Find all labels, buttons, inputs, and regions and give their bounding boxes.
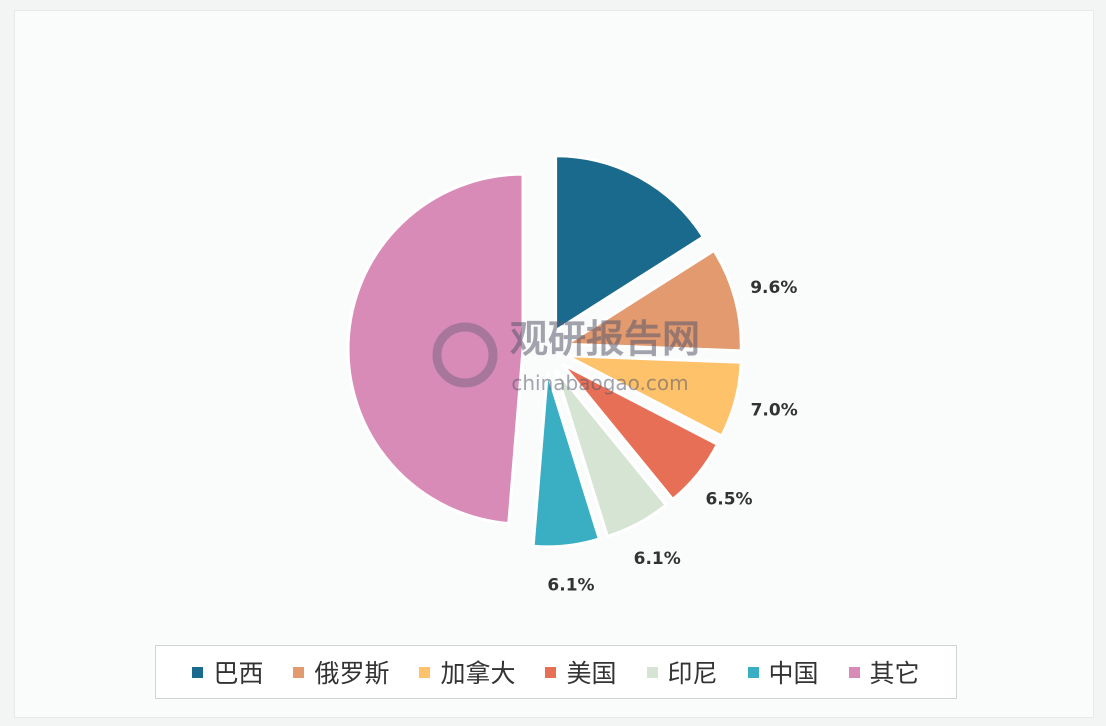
- legend-swatch: [646, 666, 658, 678]
- legend-label: 其它: [869, 659, 920, 688]
- legend-swatch: [747, 666, 759, 678]
- legend-label: 巴西: [213, 659, 264, 688]
- legend-swatch: [293, 666, 305, 678]
- pie-slice-2: [565, 354, 743, 439]
- legend-label: 中国: [768, 659, 819, 688]
- data-label: 9.6%: [750, 278, 797, 298]
- legend-item: 美国: [545, 654, 617, 690]
- data-label: 6.1%: [547, 576, 594, 596]
- pie-slice-6: [346, 172, 525, 526]
- legend-swatch: [419, 666, 431, 678]
- legend-label: 美国: [566, 659, 617, 688]
- legend-label: 印尼: [667, 659, 718, 688]
- legend-item: 加拿大: [419, 654, 515, 690]
- data-label: 6.5%: [705, 489, 752, 509]
- pie-slice-3: [560, 362, 720, 502]
- pie-slice-0: [554, 154, 706, 334]
- watermark-name: 观研报告网: [510, 317, 700, 361]
- pie-slice-5: [531, 371, 602, 549]
- legend: 巴西 俄罗斯 加拿大 美国 印尼 中国 其它: [155, 645, 957, 699]
- legend-swatch: [192, 666, 204, 678]
- legend-swatch: [848, 666, 860, 678]
- legend-label: 俄罗斯: [314, 659, 390, 688]
- legend-swatch: [545, 666, 557, 678]
- legend-item: 俄罗斯: [293, 654, 389, 690]
- data-label: 7.0%: [751, 400, 798, 420]
- data-label: 6.1%: [634, 549, 681, 569]
- watermark-url: chinabaogao.com: [511, 371, 688, 395]
- legend-item: 其它: [848, 654, 920, 690]
- legend-item: 中国: [747, 654, 819, 690]
- legend-item: 印尼: [646, 654, 718, 690]
- legend-label: 加拿大: [440, 659, 516, 688]
- pie-slice-4: [553, 368, 669, 539]
- watermark-logo-icon: [432, 322, 498, 388]
- pie-slice-1: [561, 248, 743, 353]
- legend-item: 巴西: [192, 654, 263, 690]
- chart-frame: [14, 10, 1094, 718]
